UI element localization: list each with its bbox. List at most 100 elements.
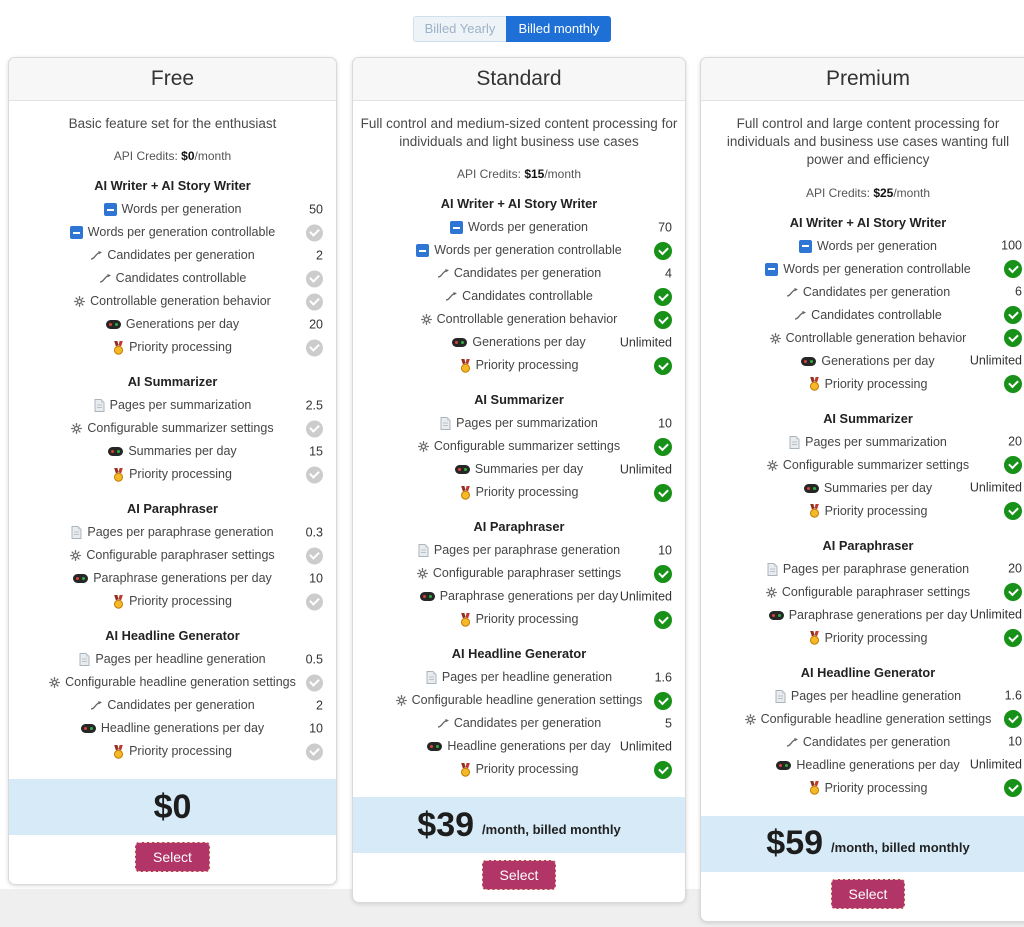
meter-icon: [419, 592, 435, 602]
feature-label: Pages per headline generation: [426, 666, 612, 689]
feature-label: Summaries per day: [108, 440, 237, 463]
api-credits-amount: $25: [873, 185, 894, 200]
feature-value: [654, 564, 672, 583]
feature-label: Priority processing: [113, 336, 232, 359]
page-icon: [789, 435, 800, 449]
meter-icon: [427, 742, 443, 752]
feature-row: Candidates per generation 6: [701, 281, 1024, 304]
select-button[interactable]: Select: [481, 860, 557, 891]
feature-value: [654, 310, 672, 329]
medal-icon: [809, 631, 820, 645]
feature-label: Words per generation: [103, 198, 241, 221]
check-on-icon: [654, 610, 672, 629]
price-band: $0: [9, 779, 336, 836]
meter-icon: [454, 465, 470, 475]
feature-value: 0.3: [305, 525, 323, 540]
words-icon: [103, 203, 117, 217]
meter-icon: [768, 610, 784, 620]
feature-row: Priority processing: [701, 777, 1024, 800]
feature-row: Priority processing: [701, 627, 1024, 650]
billed-monthly-button[interactable]: Billed monthly: [506, 16, 612, 42]
feature-row: Configurable headline generation setting…: [9, 671, 336, 694]
section-title: AI Writer + AI Story Writer: [94, 178, 251, 194]
meter-icon: [73, 574, 89, 584]
medal-icon: [809, 504, 820, 518]
feature-label: Priority processing: [113, 740, 232, 763]
candidates-icon: [786, 287, 798, 297]
check-on-icon: [654, 310, 672, 329]
feature-label: Words per generation controllable: [416, 239, 622, 262]
feature-label: Configurable summarizer settings: [71, 417, 274, 440]
feature-value: 1.6: [654, 670, 672, 685]
feature-label: Pages per headline generation: [775, 685, 961, 708]
gear-icon: [766, 459, 778, 471]
section-title: AI Summarizer: [474, 392, 564, 408]
feature-label: Generations per day: [452, 331, 586, 354]
feature-value: Unlimited: [619, 589, 672, 604]
check-on-icon: [1004, 306, 1022, 325]
check-off-icon: [306, 674, 323, 692]
check-off-icon: [306, 547, 323, 565]
gear-icon: [417, 441, 429, 453]
feature-value: Unlimited: [619, 462, 672, 477]
gear-icon: [769, 332, 781, 344]
feature-row: Generations per day 20: [9, 313, 336, 336]
words-icon: [416, 244, 430, 258]
check-on-icon: [654, 287, 672, 306]
feature-value: [654, 691, 672, 710]
feature-row: Priority processing: [353, 758, 685, 781]
select-button[interactable]: Select: [135, 842, 210, 873]
medal-icon: [113, 467, 124, 482]
feature-label: Controllable generation behavior: [74, 290, 271, 313]
price-suffix: /month, billed monthly: [831, 840, 970, 856]
feature-label: Generations per day: [105, 313, 239, 336]
feature-label: Headline generations per day: [776, 754, 960, 777]
candidates-icon: [90, 251, 103, 260]
feature-value: 6: [1015, 284, 1022, 299]
feature-row: Generations per day Unlimited: [353, 331, 685, 354]
feature-label: Configurable headline generation setting…: [49, 671, 296, 694]
feature-label: Words per generation controllable: [765, 258, 971, 281]
check-on-icon: [1004, 456, 1022, 475]
section-title: AI Writer + AI Story Writer: [440, 196, 598, 212]
gear-icon: [416, 568, 428, 580]
check-off-icon: [306, 270, 323, 288]
check-off-icon: [306, 224, 323, 242]
feature-value: [1004, 629, 1022, 648]
feature-value: [654, 437, 672, 456]
feature-value: Unlimited: [619, 739, 672, 754]
meter-icon: [452, 338, 468, 348]
feature-value: [306, 743, 323, 761]
feature-label: Candidates per generation: [90, 244, 255, 267]
check-on-icon: [654, 483, 672, 502]
section-title: AI Paraphraser: [473, 519, 565, 535]
feature-label: Candidates per generation: [437, 712, 601, 735]
page-icon: [775, 689, 786, 703]
feature-label: Priority processing: [460, 354, 578, 377]
feature-value: 4: [665, 266, 672, 281]
api-credits: API Credits: $0/month: [113, 149, 232, 164]
feature-row: Candidates per generation 2: [9, 694, 336, 717]
feature-value: [654, 356, 672, 375]
medal-icon: [809, 377, 820, 391]
check-on-icon: [1004, 502, 1022, 521]
medal-icon: [460, 612, 471, 627]
feature-label: Configurable summarizer settings: [417, 435, 620, 458]
feature-row: Words per generation 50: [9, 198, 336, 221]
feature-row: Configurable summarizer settings: [9, 417, 336, 440]
words-icon: [765, 262, 779, 276]
billed-yearly-button[interactable]: Billed Yearly: [412, 16, 507, 42]
feature-label: Candidates controllable: [445, 285, 593, 308]
check-off-icon: [306, 339, 323, 357]
meter-icon: [801, 356, 817, 366]
select-button[interactable]: Select: [830, 878, 906, 909]
page-icon: [426, 671, 437, 685]
check-on-icon: [654, 356, 672, 375]
feature-label: Priority processing: [809, 777, 927, 800]
feature-label: Pages per paraphrase generation: [418, 539, 620, 562]
feature-row: Priority processing: [701, 373, 1024, 396]
feature-label: Priority processing: [460, 481, 578, 504]
feature-label: Candidates controllable: [99, 267, 246, 290]
medal-icon: [460, 762, 471, 777]
feature-row: Configurable headline generation setting…: [701, 708, 1024, 731]
